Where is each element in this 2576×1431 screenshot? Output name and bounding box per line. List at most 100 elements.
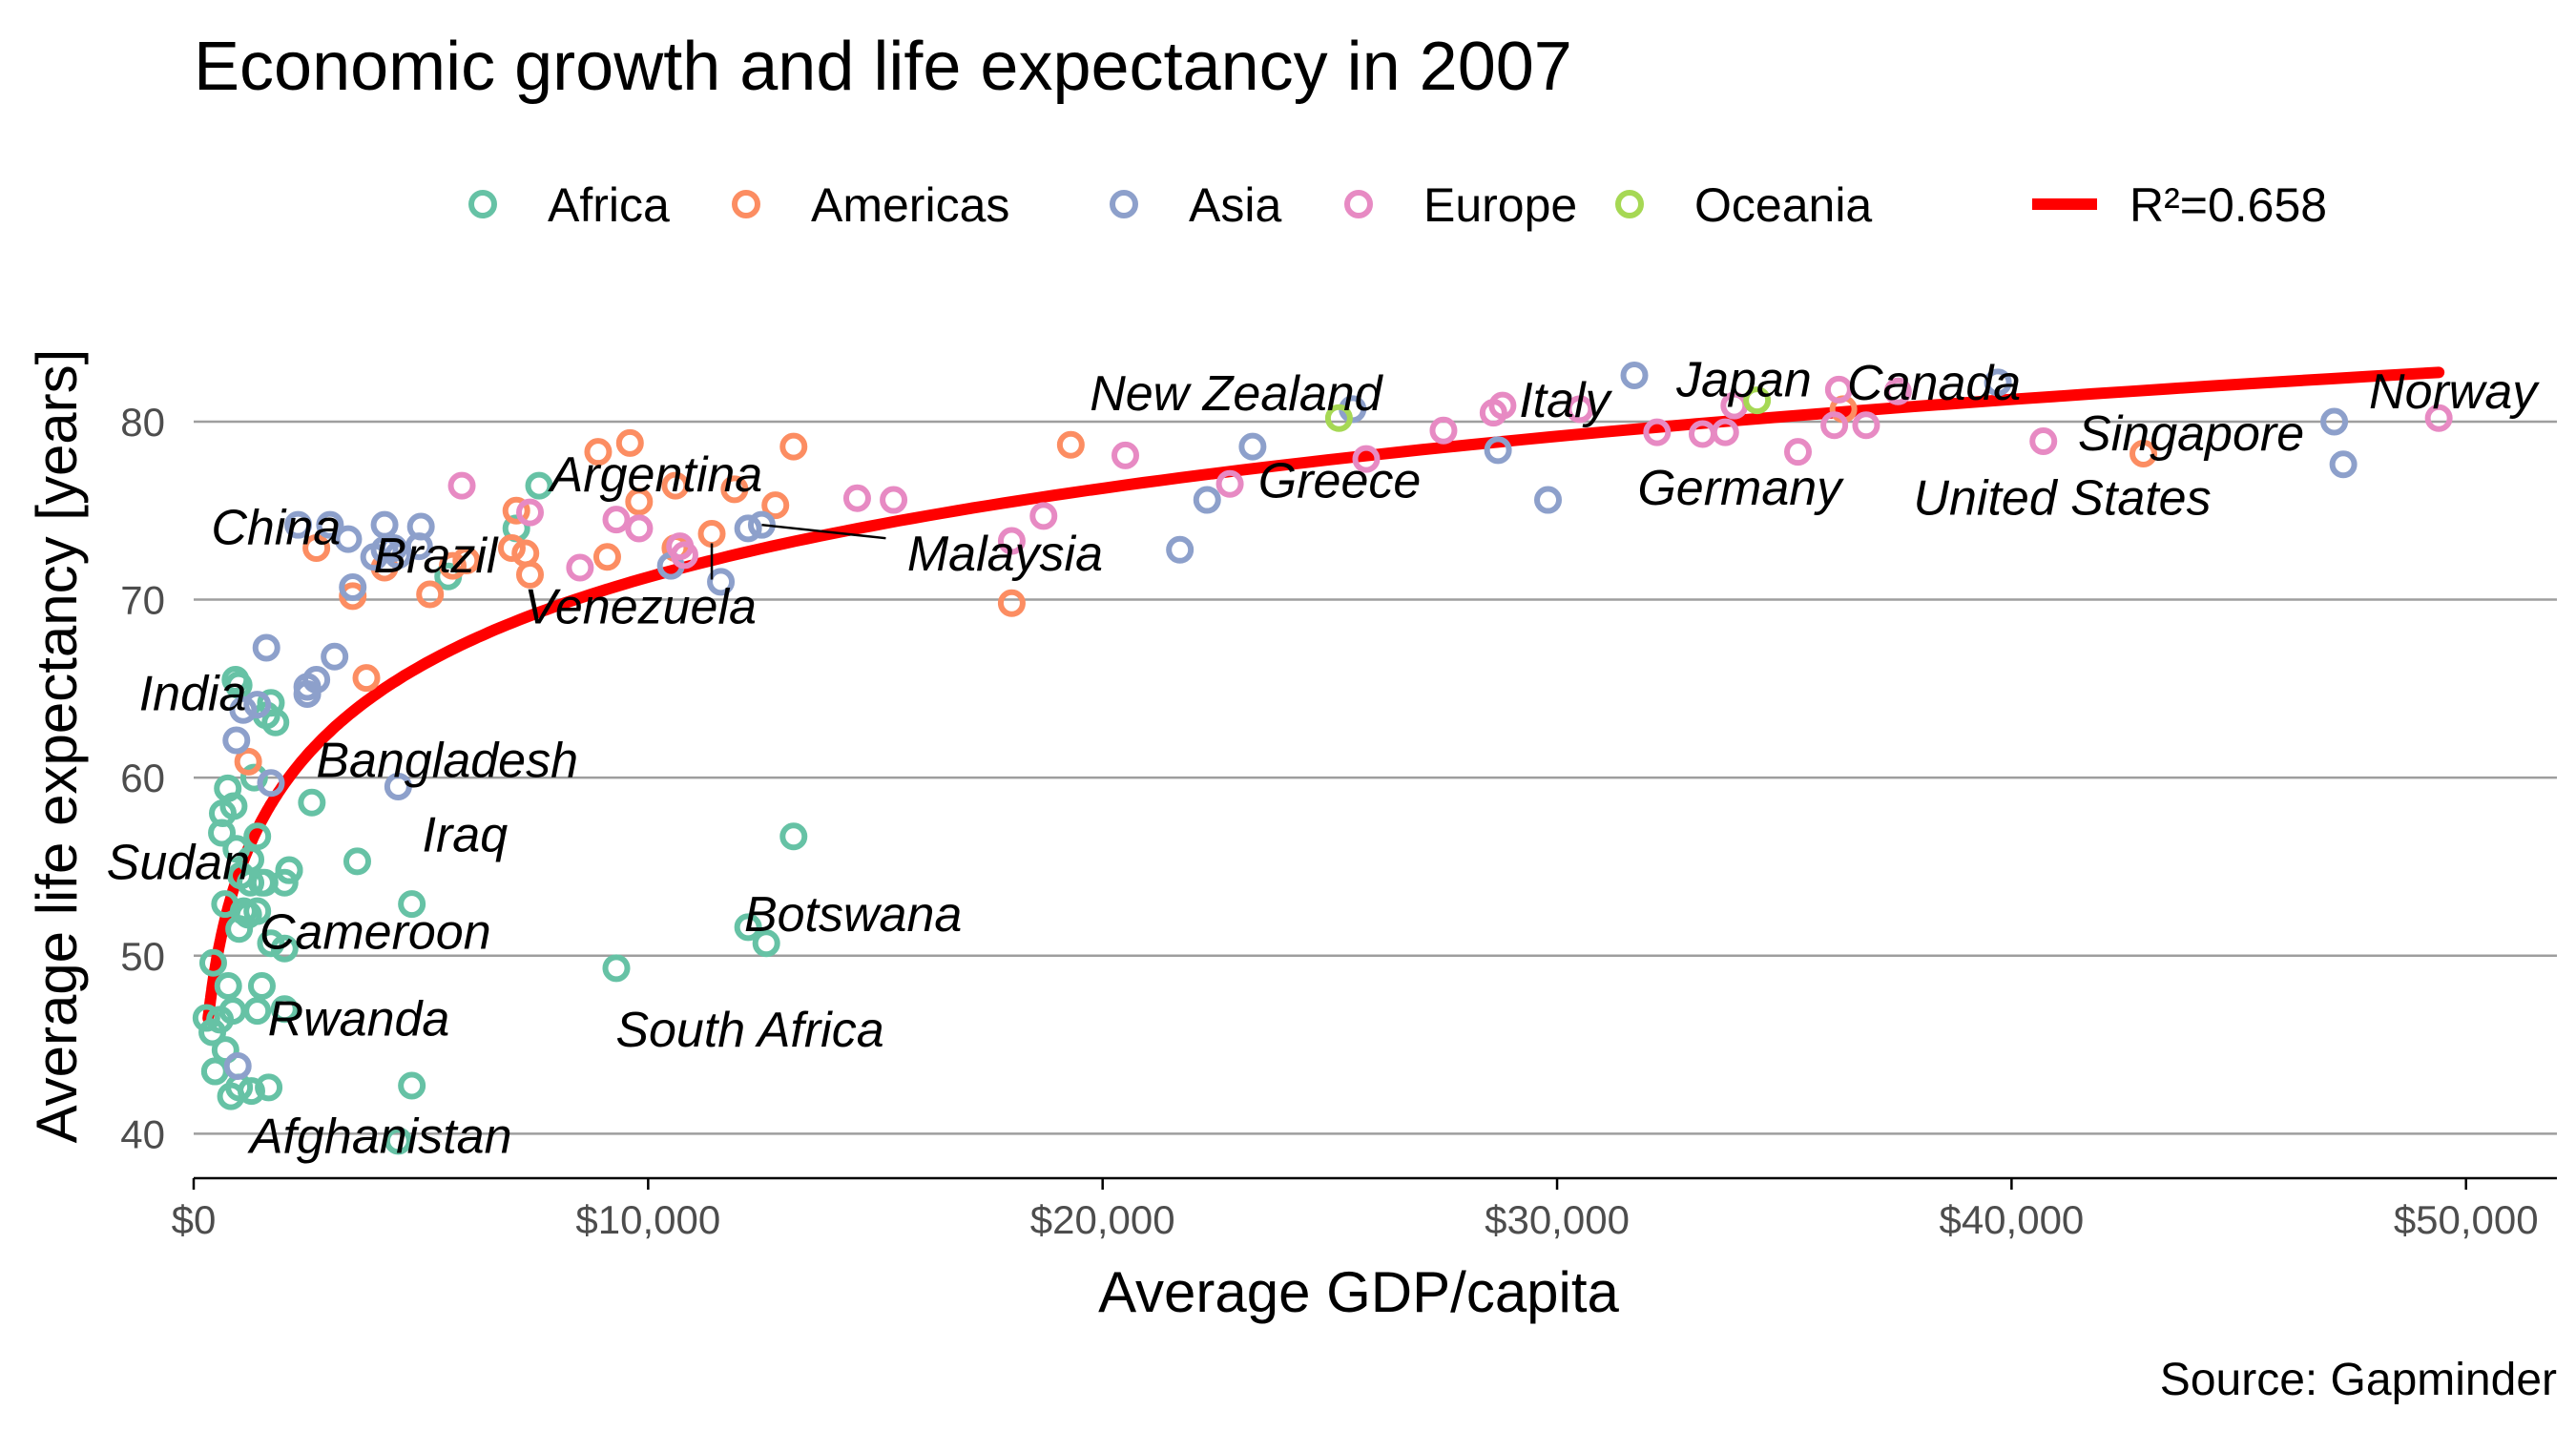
point-africa-51 — [255, 1073, 283, 1102]
legend-label-oceania: Oceania — [1694, 178, 1872, 232]
point-americas-1 — [352, 664, 381, 693]
legend-label-asia: Asia — [1189, 178, 1281, 232]
y-tick-label-3: 70 — [120, 578, 165, 623]
point-americas-22 — [1056, 430, 1085, 459]
point-asia-34 — [293, 673, 322, 701]
y-axis-title: Average life expectancy [years] — [25, 349, 89, 1144]
point-label-argentina: Argentina — [548, 447, 763, 503]
point-americas-11 — [416, 580, 445, 609]
point-americas-13 — [339, 582, 367, 611]
point-americas-15 — [720, 475, 749, 504]
point-label-greece: Greece — [1258, 453, 1422, 508]
point-asia-8 — [707, 568, 736, 596]
source-caption: Source: Gapminder — [2160, 1355, 2557, 1405]
point-africa-46 — [225, 915, 254, 944]
point-label-malaysia: Malaysia — [907, 527, 1103, 582]
point-americas-6 — [615, 428, 644, 457]
point-americas-2 — [592, 543, 621, 571]
point-asia-32 — [380, 533, 408, 562]
point-africa-44 — [219, 792, 248, 820]
point-label-south-africa: South Africa — [615, 1003, 883, 1058]
point-africa-50 — [384, 1127, 412, 1155]
point-americas-16 — [302, 533, 331, 562]
point-asia-26 — [1484, 436, 1512, 465]
point-asia-23 — [2320, 407, 2349, 436]
point-asia-7 — [339, 572, 367, 601]
point-asia-15 — [2329, 450, 2358, 479]
point-africa-0 — [525, 471, 553, 500]
point-americas-5 — [497, 533, 526, 562]
point-africa-8 — [257, 929, 285, 958]
legend-label-fit: R²=0.658 — [2129, 178, 2327, 232]
point-europe-10 — [1643, 418, 1672, 446]
x-tick-label-1: $10,000 — [575, 1197, 720, 1242]
point-americas-12 — [234, 747, 262, 776]
point-europe-22 — [670, 541, 698, 570]
point-label-iraq: Iraq — [423, 807, 509, 862]
point-asia-5 — [1984, 368, 2012, 397]
point-label-brazil: Brazil — [373, 529, 498, 584]
point-africa-13 — [275, 856, 303, 884]
point-africa-53 — [270, 868, 299, 897]
point-africa-5 — [198, 948, 227, 977]
legend-marker-asia — [1110, 190, 1138, 218]
point-label-rwanda: Rwanda — [268, 992, 450, 1047]
x-tick-label-3: $30,000 — [1485, 1197, 1630, 1242]
point-africa-15 — [734, 913, 762, 942]
point-asia-31 — [334, 525, 363, 553]
point-africa-48 — [200, 1057, 229, 1086]
point-europe-20 — [880, 486, 908, 514]
point-africa-30 — [257, 689, 285, 717]
legend: Africa Americas Asia Europe Oceania R²=0.658 — [468, 178, 2327, 232]
point-africa-26 — [198, 1018, 227, 1047]
point-asia-0 — [223, 1051, 252, 1080]
point-asia-1 — [1534, 486, 1563, 514]
y-tick-label-0: 40 — [120, 1111, 165, 1156]
x-axis-title: Average GDP/capita — [1098, 1260, 1619, 1324]
point-label-new-zealand: New Zealand — [1090, 366, 1383, 422]
point-europe-24 — [566, 553, 594, 582]
point-asia-29 — [316, 510, 344, 539]
point-europe-19 — [2424, 404, 2453, 432]
point-africa-52 — [221, 666, 250, 695]
legend-label-americas: Americas — [811, 178, 1009, 232]
point-asia-20 — [229, 695, 258, 724]
point-americas-23 — [2129, 440, 2158, 468]
point-africa-34 — [243, 997, 272, 1026]
point-africa-27 — [214, 971, 242, 1000]
point-europe-13 — [1824, 375, 1853, 404]
point-label-botswana: Botswana — [744, 887, 962, 943]
point-africa-47 — [237, 1077, 265, 1106]
point-europe-8 — [1688, 420, 1716, 448]
label-leader-9 — [761, 523, 886, 540]
point-europe-7 — [1784, 438, 1813, 467]
x-tick-label-0: $0 — [172, 1197, 217, 1242]
point-asia-19 — [222, 726, 251, 755]
point-asia-11 — [1620, 361, 1649, 389]
point-europe-23 — [625, 514, 654, 543]
point-africa-41 — [602, 954, 631, 983]
point-americas-9 — [502, 496, 530, 525]
point-label-italy: Italy — [1519, 373, 1612, 428]
point-africa-3 — [752, 929, 780, 958]
legend-marker-oceania — [1615, 190, 1644, 218]
point-label-canada: Canada — [1847, 356, 2021, 411]
point-label-sudan: Sudan — [107, 835, 250, 890]
point-europe-21 — [1111, 441, 1140, 469]
point-americas-0 — [761, 491, 790, 520]
point-europe-3 — [515, 498, 544, 527]
point-asia-21 — [1193, 486, 1221, 514]
point-africa-42 — [298, 788, 326, 817]
point-africa-33 — [208, 819, 237, 847]
point-label-singapore: Singapore — [2078, 406, 2304, 462]
point-africa-12 — [247, 971, 276, 1000]
point-asia-13 — [252, 633, 280, 662]
point-label-bangladesh: Bangladesh — [316, 734, 578, 789]
legend-label-europe: Europe — [1423, 178, 1577, 232]
point-africa-54 — [243, 897, 272, 925]
point-africa-35 — [218, 997, 247, 1026]
point-europe-18 — [1852, 411, 1880, 440]
point-label-afghanistan: Afghanistan — [247, 1109, 512, 1164]
point-americas-8 — [452, 547, 481, 575]
